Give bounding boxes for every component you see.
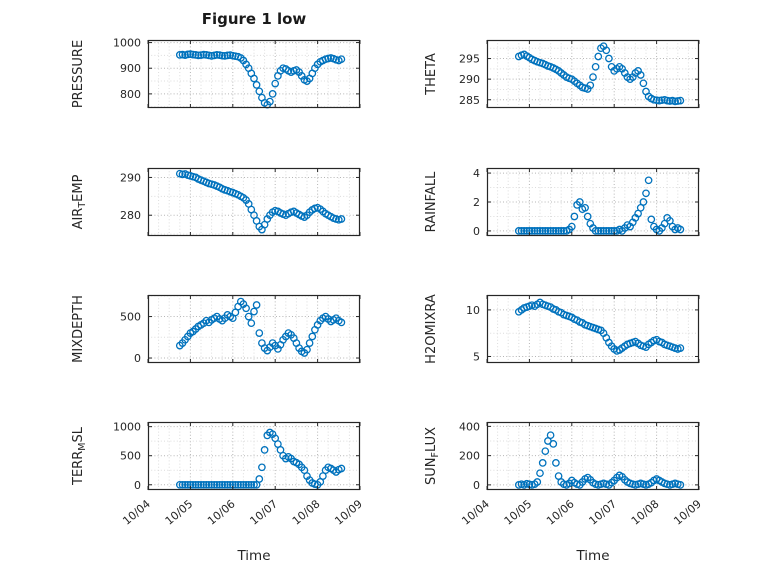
y-tick-label: 1000	[113, 37, 141, 50]
tick-marks	[147, 295, 361, 363]
x-tick-label: 10/09	[332, 497, 365, 527]
grid-lines	[487, 295, 699, 363]
subplot-mixdepth: 0 500 MIXDEPTH	[71, 294, 361, 365]
scatter-points	[514, 176, 685, 235]
y-axis-label: TERRMSL	[71, 426, 88, 486]
x-tick-label: 10/04	[459, 497, 492, 527]
y-axis-label: H2OMIXRA	[424, 294, 439, 364]
sun-flux-plot: 0 200 400 10/04 10/05 10/06 10/07 10/08 10/09 SUN…	[424, 420, 704, 527]
axes-box	[486, 39, 700, 109]
y-tick-label: 400	[459, 420, 480, 433]
x-tick-label: 10/08	[629, 497, 662, 527]
x-axis-label-right: Time	[576, 548, 610, 564]
y-tick-label: 800	[120, 88, 141, 101]
y-tick-label: 0	[134, 479, 141, 492]
y-axis-label: PRESSURE	[71, 40, 86, 108]
y-tick-label: 2	[473, 196, 480, 209]
h2omixra-plot: 5 10 H2OMIXRA	[424, 294, 700, 364]
subplot-sun-flux: 0 200 400 10/04 10/05 10/06 10/07 10/08 10/09 SUN…	[424, 420, 704, 527]
tick-marks	[147, 168, 361, 236]
grid-lines	[148, 422, 360, 490]
axes-box	[147, 294, 361, 364]
theta-plot: 285 290 295 THETA	[424, 39, 700, 109]
tick-marks	[486, 168, 700, 236]
scatter-points	[175, 297, 346, 357]
scatter-points	[514, 42, 685, 106]
y-tick-label: 290	[120, 171, 141, 184]
x-tick-label: 10/04	[120, 497, 153, 527]
x-tick-label: 10/05	[502, 497, 535, 527]
y-tick-label: 285	[459, 94, 480, 107]
subplot-h2omixra: 5 10 H2OMIXRA	[424, 294, 700, 364]
air-temp-plot: 280 290 AIRTEMP	[71, 167, 361, 237]
y-tick-label: 0	[134, 352, 141, 365]
y-tick-label: 0	[473, 479, 480, 492]
y-axis-label: MIXDEPTH	[71, 295, 86, 363]
y-tick-label: 290	[459, 73, 480, 86]
x-tick-label: 10/06	[205, 497, 238, 527]
y-tick-label: 4	[473, 167, 480, 180]
y-tick-label: 500	[120, 311, 141, 324]
scatter-points	[175, 169, 346, 234]
x-tick-label: 10/08	[290, 497, 323, 527]
rainfall-plot: 0 2 4 RAINFALL	[424, 167, 700, 238]
y-axis-label: RAINFALL	[424, 171, 439, 232]
scatter-points	[175, 50, 346, 109]
mixdepth-plot: 0 500 MIXDEPTH	[71, 294, 361, 365]
y-tick-label: 10	[466, 304, 480, 317]
figure-title: Figure 1 low	[201, 10, 307, 28]
subplot-terr-msl: 0 500 1000 10/04 10/05 10/06 10/07 10/08 10/09 TE…	[71, 421, 365, 528]
x-axis-label-left: Time	[237, 548, 271, 564]
tick-marks	[147, 422, 361, 490]
axes-box	[147, 167, 361, 237]
axes-box	[486, 294, 700, 364]
pressure-plot: 800 900 1000 PRESSURE	[71, 37, 361, 109]
y-axis-label: SUNFLUX	[424, 427, 441, 485]
tick-marks	[486, 295, 700, 363]
y-tick-label: 200	[459, 450, 480, 463]
y-tick-label: 0	[473, 225, 480, 238]
subplot-air-temp: 280 290 AIRTEMP	[71, 167, 361, 237]
tick-marks	[486, 40, 700, 108]
y-axis-label: AIRTEMP	[71, 174, 88, 229]
scatter-points	[514, 431, 685, 489]
grid-lines	[148, 168, 360, 236]
scatter-points	[175, 428, 346, 489]
x-tick-label: 10/07	[247, 497, 280, 527]
y-tick-label: 280	[120, 209, 141, 222]
x-tick-label: 10/06	[544, 497, 577, 527]
terr-msl-plot: 0 500 1000 10/04 10/05 10/06 10/07 10/08 10/09 TE…	[71, 421, 365, 528]
subplot-pressure: 800 900 1000 PRESSURE	[71, 37, 361, 109]
tick-marks	[486, 422, 700, 490]
x-tick-label: 10/09	[671, 497, 704, 527]
axes-box	[147, 39, 361, 109]
y-axis-label: THETA	[424, 53, 439, 96]
subplot-theta: 285 290 295 THETA	[424, 39, 700, 109]
x-tick-label: 10/07	[586, 497, 619, 527]
y-tick-label: 1000	[113, 421, 141, 434]
y-tick-label: 900	[120, 62, 141, 75]
subplot-rainfall: 0 2 4 RAINFALL	[424, 167, 700, 238]
tick-marks	[147, 40, 361, 108]
y-tick-label: 5	[473, 350, 480, 363]
scatter-points	[514, 298, 685, 355]
y-tick-label: 295	[459, 53, 480, 66]
y-tick-label: 500	[120, 450, 141, 463]
x-tick-label: 10/05	[163, 497, 196, 527]
